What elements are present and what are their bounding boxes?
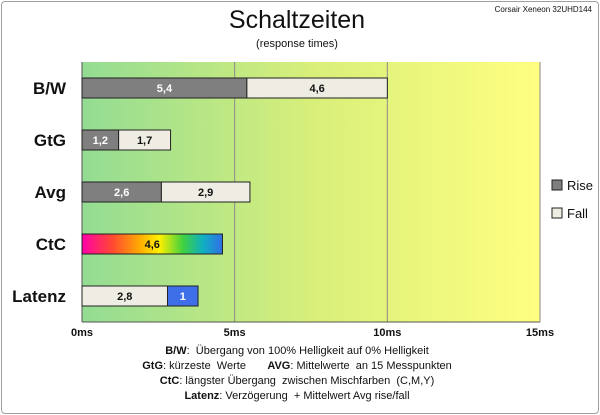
legend-label: Fall — [567, 206, 588, 221]
x-tick-labels: 0ms 5ms 10ms 15ms — [71, 327, 554, 339]
bars: 5,4 4,6 1,2 1,7 2,6 2,9 4,6 2,8 1 — [81, 77, 388, 307]
footnote-line: Latenz: Verzögerung + Mittelwert Avg ris… — [184, 390, 409, 402]
footnote-text: : kürzeste Werte — [163, 360, 267, 372]
x-tick-label: 0ms — [71, 327, 93, 339]
grid-lines — [81, 62, 541, 323]
category-label: GtG — [34, 131, 66, 150]
bar-segment — [118, 129, 172, 151]
data-label: 4,6 — [309, 83, 324, 95]
footnote-text: : Übergang von 100% Helligkeit auf 0% He… — [187, 345, 429, 357]
footnote-text: : längster Übergang zwischen Mischfarben… — [179, 375, 434, 387]
footnotes: B/W: Übergang von 100% Helligkeit auf 0%… — [142, 345, 452, 402]
footnote-key: AVG — [267, 360, 290, 372]
legend-swatch — [551, 179, 563, 191]
x-tick-label: 5ms — [224, 327, 246, 339]
footnote-text: : Verzögerung + Mittelwert Avg rise/fall — [219, 390, 409, 402]
data-label: 2,9 — [198, 187, 213, 199]
bar-segment — [166, 285, 199, 307]
category-label: B/W — [33, 79, 67, 98]
chart-title: Schaltzeiten — [229, 6, 365, 34]
footnote-text: : Mittelwerte an 15 Messpunkten — [290, 360, 451, 372]
x-tick-label: 15ms — [526, 327, 554, 339]
category-label: Avg — [35, 183, 67, 202]
footnote-line: CtC: längster Übergang zwischen Mischfar… — [160, 375, 435, 387]
footnote-key: B/W — [165, 345, 187, 357]
category-label: CtC — [36, 235, 66, 254]
legend: Rise Fall — [551, 178, 593, 221]
bar-segment — [81, 233, 223, 255]
x-tick-label: 10ms — [373, 327, 401, 339]
footnote-line: B/W: Übergang von 100% Helligkeit auf 0%… — [165, 345, 429, 357]
legend-swatch — [551, 207, 563, 219]
bar-segment — [160, 181, 251, 203]
data-label: 2,6 — [114, 187, 129, 199]
footnote-key: Latenz — [184, 390, 219, 402]
data-label: 2,8 — [117, 291, 132, 303]
data-label: 1,7 — [137, 135, 152, 147]
footnote-key: GtG — [142, 360, 163, 372]
data-label: 1,2 — [93, 135, 108, 147]
category-labels: B/W GtG Avg CtC Latenz — [12, 79, 67, 306]
chart-subtitle: (response times) — [256, 38, 338, 50]
footnote-line: GtG: kürzeste Werte AVG: Mittelwerte an … — [142, 360, 452, 372]
legend-label: Rise — [567, 178, 593, 193]
category-label: Latenz — [12, 287, 66, 306]
data-label: 5,4 — [157, 83, 173, 95]
bar-segment — [246, 77, 388, 99]
monitor-name: Corsair Xeneon 32UHD144 — [495, 5, 593, 14]
data-label: 4,6 — [145, 239, 160, 251]
footnote-key: CtC — [160, 375, 180, 387]
data-label: 1 — [180, 291, 186, 303]
